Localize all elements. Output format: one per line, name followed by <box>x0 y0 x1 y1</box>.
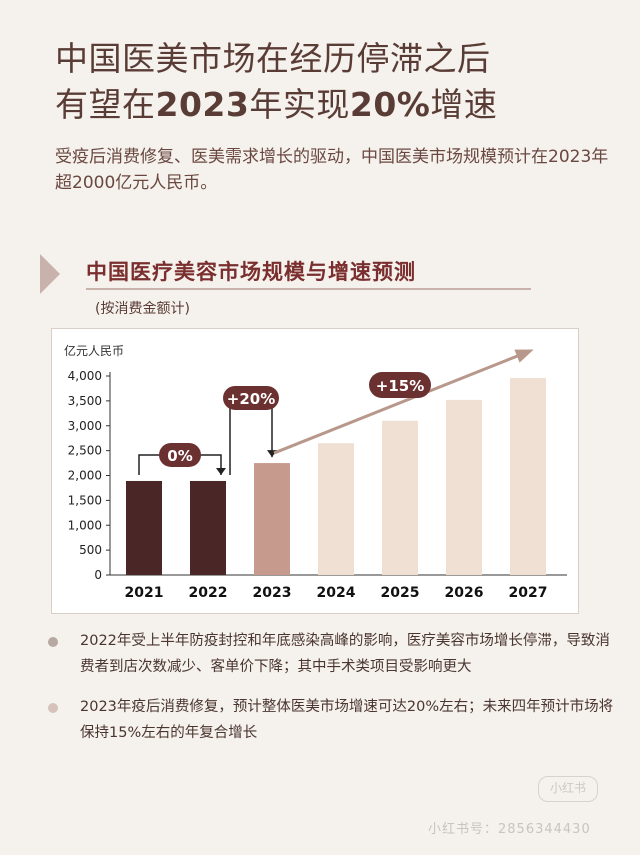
y-axis-label: 亿元人民币 <box>64 343 124 358</box>
y-tick-label: 2,000 <box>68 469 102 483</box>
title-line2-year: 2023 <box>155 85 250 124</box>
y-tick-label: 1,500 <box>68 493 102 507</box>
chart-canvas: 亿元人民币 0 500 1,000 1,500 2,000 2,500 3,000 3,500 4… <box>64 343 567 601</box>
bullet-list: 2022年受上半年防疫封控和年底感染高峰的影响，医疗美容市场增长停滞，导致消费者… <box>45 628 615 760</box>
bullet-dot-icon <box>48 637 58 647</box>
x-tick-label: 2021 <box>125 585 164 601</box>
y-tick-label: 1,000 <box>68 518 102 532</box>
bar-2023 <box>254 463 290 575</box>
bar-2021 <box>126 480 162 575</box>
bullet-text-1: 2022年受上半年防疫封控和年底感染高峰的影响，医疗美容市场增长停滞，导致消费者… <box>80 633 610 675</box>
title-line-1: 中国医美市场在经历停滞之后 <box>55 39 491 78</box>
x-tick-label: 2022 <box>189 585 228 601</box>
x-tick-label: 2023 <box>253 585 292 601</box>
title-line2-part-e: 增速 <box>430 85 498 124</box>
page-subtitle: 受疫后消费修复、医美需求增长的驱动，中国医美市场规模预计在2023年超2000亿… <box>55 147 609 193</box>
title-line2-part-a: 有望在 <box>55 85 156 124</box>
y-tick-label: 2,500 <box>68 444 102 458</box>
bar-2022 <box>190 480 226 575</box>
bar-2024 <box>318 443 354 575</box>
x-tick-label: 2024 <box>317 585 356 601</box>
bullet-text-2: 2023年疫后消费修复，预计整体医美市场增速可达20%左右；未来四年预计市场将保… <box>80 699 614 741</box>
bar-2025 <box>382 420 418 575</box>
bar-2027 <box>510 377 546 575</box>
chart-subtitle: (按消费金额计) <box>95 301 190 317</box>
annotation-label: +20% <box>227 390 275 408</box>
annotation-label: 0% <box>167 447 192 465</box>
watermark-logo: 小红书 <box>538 776 598 802</box>
chevron-marker-icon <box>40 254 60 294</box>
x-tick-label: 2027 <box>509 585 548 601</box>
y-tick-label: 500 <box>79 543 102 557</box>
y-tick-label: 4,000 <box>68 369 102 383</box>
bar-chart: 亿元人民币 0 500 1,000 1,500 2,000 2,500 3,000 3,500 4… <box>51 328 579 614</box>
annotation-label: +15% <box>376 377 424 395</box>
arrowhead-icon <box>514 349 534 363</box>
annotation-pill <box>369 372 431 398</box>
growth-arrow <box>273 349 531 455</box>
annotation-pill <box>159 442 201 467</box>
annotation-pill <box>223 385 279 410</box>
x-tick-label: 2026 <box>445 585 484 601</box>
watermark-id: 小红书号：2856344430 <box>428 822 591 837</box>
heading-divider <box>86 288 531 290</box>
x-tick-label: 2025 <box>381 585 420 601</box>
bullet-dot-icon <box>48 703 58 713</box>
bar-2026 <box>446 399 482 575</box>
y-tick-label: 3,000 <box>68 419 102 433</box>
bullet-item-1: 2022年受上半年防疫封控和年底感染高峰的影响，医疗美容市场增长停滞，导致消费者… <box>45 628 615 680</box>
title-line2-percent: 20% <box>349 85 431 124</box>
chart-heading: 中国医疗美容市场规模与增速预测 <box>40 250 600 298</box>
title-line-2: 有望在2023年实现20%增速 <box>55 82 615 128</box>
y-tick-label: 0 <box>94 568 102 582</box>
title-line2-part-c: 年实现 <box>249 85 350 124</box>
page-title: 中国医美市场在经历停滞之后 有望在2023年实现20%增速 <box>55 36 615 128</box>
arrowhead-icon <box>216 467 226 475</box>
y-tick-label: 3,500 <box>68 394 102 408</box>
bullet-item-2: 2023年疫后消费修复，预计整体医美市场增速可达20%左右；未来四年预计市场将保… <box>45 694 615 746</box>
chart-title: 中国医疗美容市场规模与增速预测 <box>86 260 416 284</box>
